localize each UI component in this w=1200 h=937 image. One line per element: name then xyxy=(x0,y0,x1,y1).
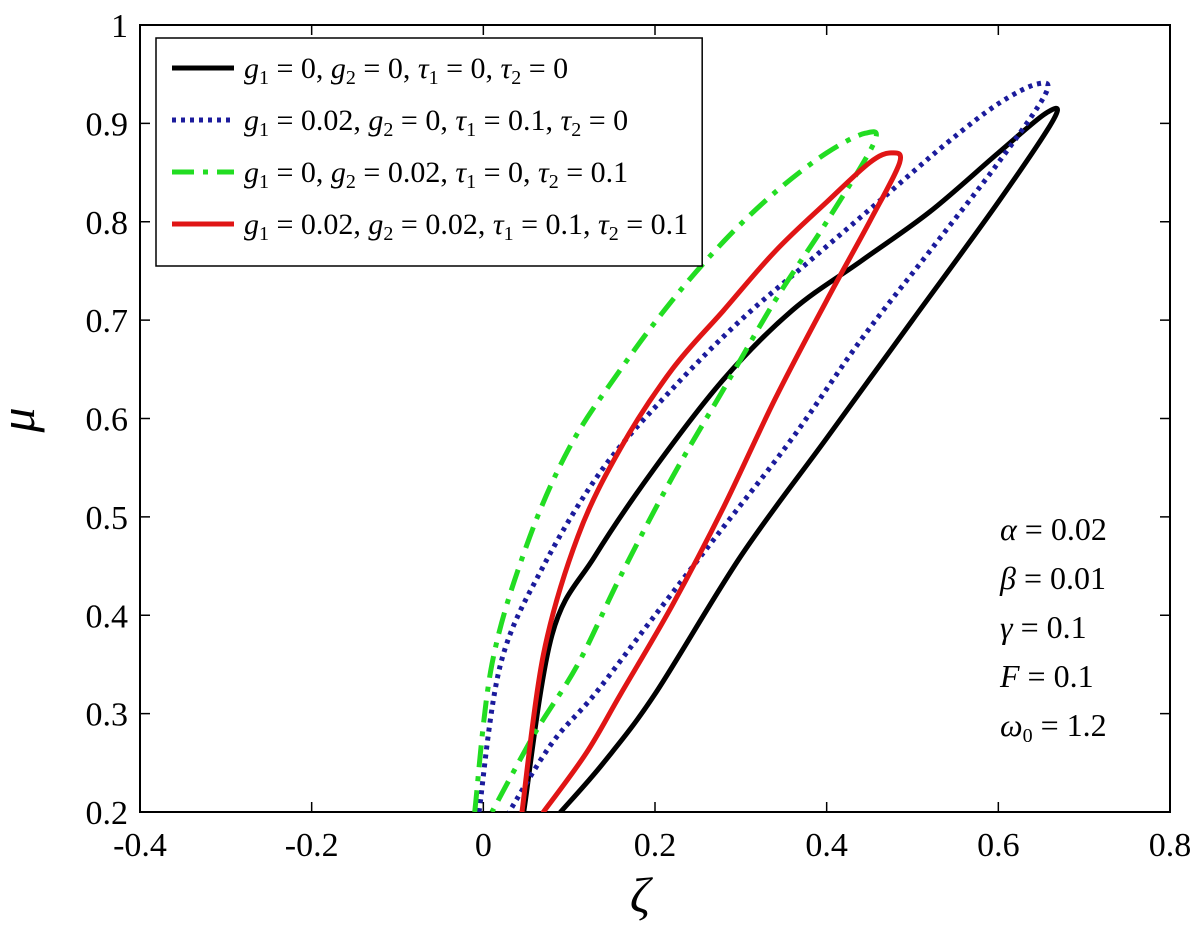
y-tick-label: 0.6 xyxy=(86,402,129,439)
y-tick-label: 1 xyxy=(111,8,128,45)
legend-label-1: g1 = 0, g2 = 0, τ1 = 0, τ2 = 0 xyxy=(244,52,568,89)
x-tick-label: -0.2 xyxy=(285,827,339,864)
legend-label-2: g1 = 0.02, g2 = 0, τ1 = 0.1, τ2 = 0 xyxy=(244,104,628,141)
parameter-annotations: α = 0.02 β = 0.01 γ = 0.1 F = 0.1 ω0 = 1.2 xyxy=(999,511,1107,747)
x-tick-label: 0 xyxy=(475,827,492,864)
x-tick-label: 0.4 xyxy=(805,827,848,864)
y-tick-label: 0.4 xyxy=(86,598,129,635)
legend: g1 = 0, g2 = 0, τ1 = 0, τ2 = 0 g1 = 0.02,… xyxy=(155,37,703,267)
param-annotation-4: F = 0.1 xyxy=(999,658,1094,694)
param-annotation-3: γ = 0.1 xyxy=(1000,609,1087,645)
x-tick-label: 0.6 xyxy=(977,827,1020,864)
y-tick-label: 0.8 xyxy=(86,205,129,242)
y-tick-label: 0.3 xyxy=(86,697,129,734)
param-annotation-2: β = 0.01 xyxy=(999,560,1106,596)
x-tick-label: 0.2 xyxy=(634,827,677,864)
y-tick-label: 0.7 xyxy=(86,303,129,340)
series-line-2 xyxy=(476,80,1051,812)
series-line-4 xyxy=(519,150,903,812)
series-line-3 xyxy=(472,129,879,812)
x-tick-label: -0.4 xyxy=(113,827,167,864)
x-axis-ticks: -0.4 -0.2 0 0.2 0.4 0.6 0.8 xyxy=(113,25,1191,864)
y-axis-ticks: 0.2 0.3 0.4 0.5 0.6 0.7 0.8 0.9 1 xyxy=(86,8,1170,832)
legend-label-3: g1 = 0, g2 = 0.02, τ1 = 0, τ2 = 0.1 xyxy=(244,156,628,193)
x-tick-label: 0.8 xyxy=(1149,827,1192,864)
legend-box xyxy=(155,37,703,267)
series-line-1 xyxy=(521,105,1060,812)
y-tick-label: 0.2 xyxy=(86,795,129,832)
x-axis-label: ζ xyxy=(630,867,654,923)
param-annotation-1: α = 0.02 xyxy=(1000,511,1107,547)
y-axis-label: μ xyxy=(0,407,45,433)
legend-label-4: g1 = 0.02, g2 = 0.02, τ1 = 0.1, τ2 = 0.1 xyxy=(244,208,688,245)
curves xyxy=(472,80,1060,812)
param-annotation-5: ω0 = 1.2 xyxy=(1000,707,1107,747)
y-tick-label: 0.5 xyxy=(86,500,129,537)
y-tick-label: 0.9 xyxy=(86,106,129,143)
